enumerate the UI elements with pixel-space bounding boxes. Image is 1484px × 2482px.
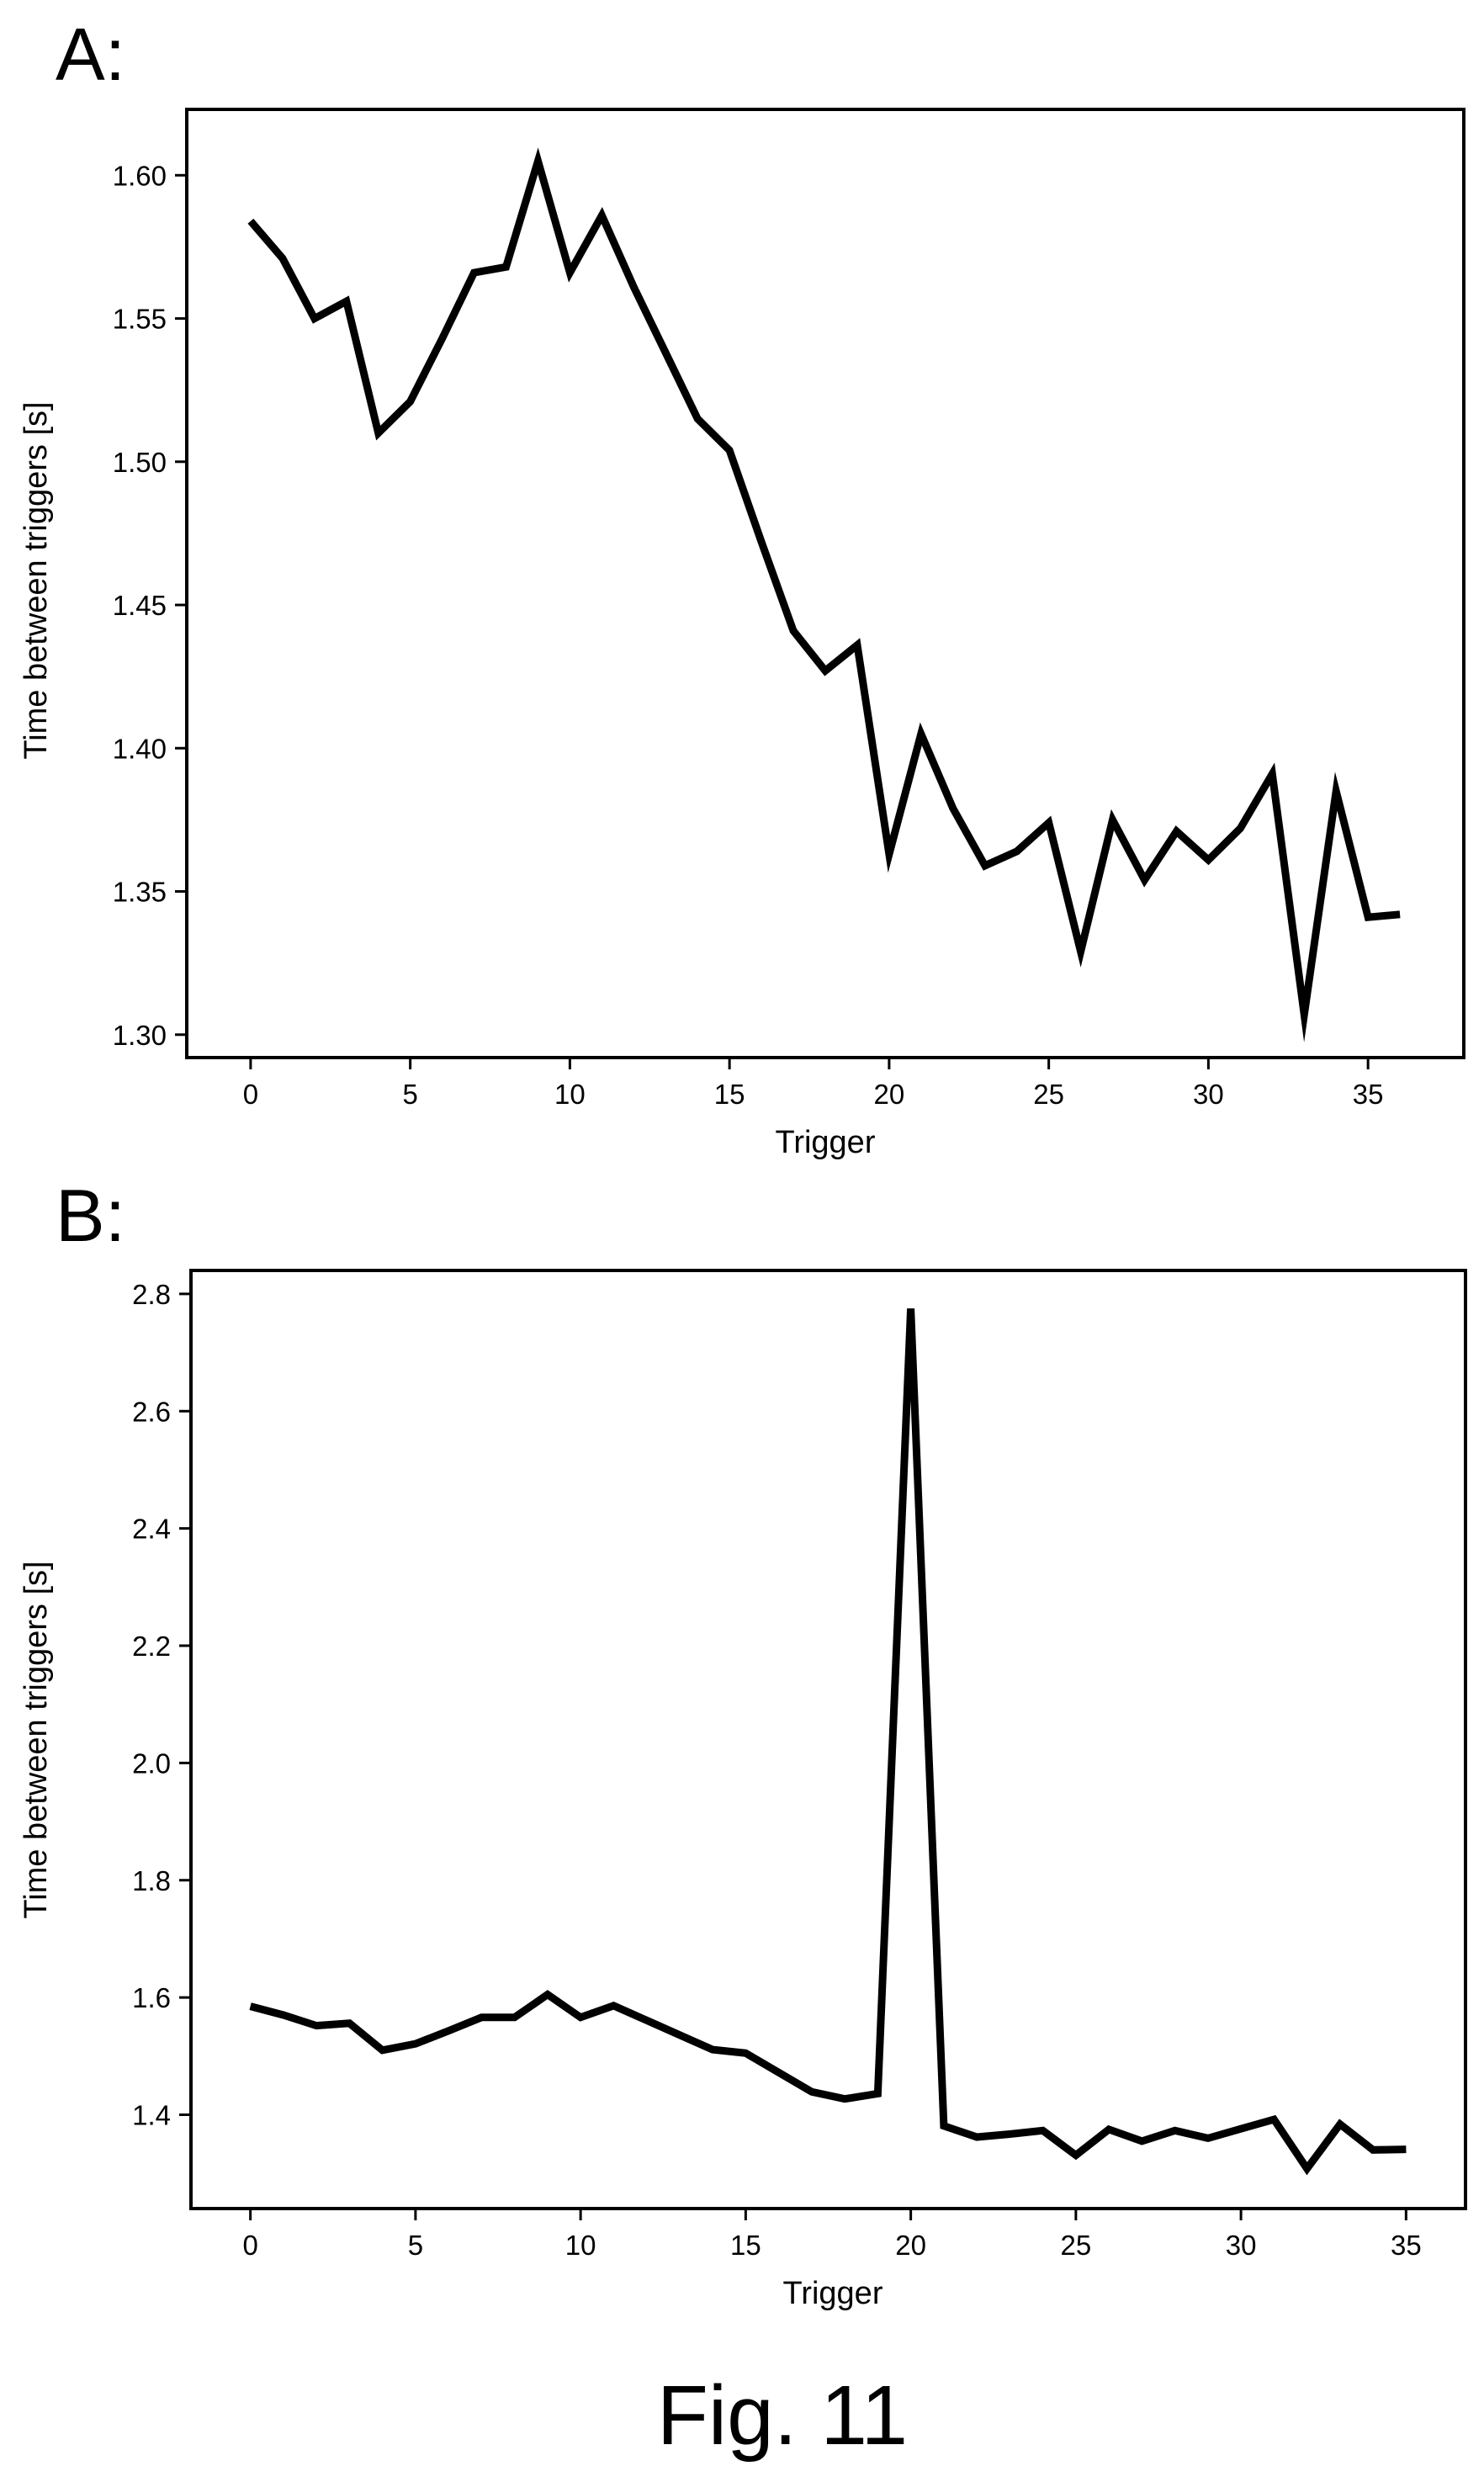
figure-caption: Fig. 11	[657, 2368, 908, 2463]
x-tick-label: 25	[1061, 2230, 1092, 2261]
x-tick-label: 10	[554, 1079, 586, 1110]
panel-a-x-ticks: 0 5 10 15 20 25 30 35	[243, 1058, 1384, 1110]
panel-a-x-axis-label: Trigger	[776, 1125, 876, 1160]
panel-a: A: 0 5 10 15 20 25 30 35 1.301.351.401.451.501.…	[19, 13, 1465, 1160]
panel-a-label: A:	[56, 13, 125, 96]
y-tick-label: 1.50	[113, 447, 167, 478]
y-tick-label: 1.35	[113, 877, 167, 908]
x-tick-label: 35	[1391, 2230, 1422, 2261]
y-tick-label: 1.40	[113, 733, 167, 764]
y-tick-label: 1.55	[113, 304, 167, 335]
y-tick-label: 1.6	[132, 1982, 171, 2013]
panel-a-y-axis-label: Time between triggers [s]	[19, 401, 54, 759]
x-tick-label: 0	[243, 1079, 258, 1110]
x-tick-label: 10	[565, 2230, 596, 2261]
y-tick-label: 1.30	[113, 1020, 167, 1051]
x-tick-label: 20	[895, 2230, 926, 2261]
y-tick-label: 1.45	[113, 590, 167, 621]
panel-b: B: 0 5 10 15 20 25 30 35 1.4 1.6 1.8 2.0 2.2 2.4 2.6 2…	[19, 1174, 1467, 2311]
panel-a-line	[247, 147, 1401, 1042]
x-tick-label: 20	[874, 1079, 905, 1110]
panel-b-line	[249, 1308, 1407, 2176]
y-tick-label: 1.60	[113, 160, 167, 191]
x-tick-label: 30	[1226, 2230, 1257, 2261]
x-tick-label: 35	[1353, 1079, 1384, 1110]
y-tick-label: 2.6	[132, 1396, 171, 1427]
panel-b-y-axis-label: Time between triggers [s]	[19, 1561, 54, 1918]
y-tick-label: 2.4	[132, 1514, 171, 1545]
x-tick-label: 5	[402, 1079, 417, 1110]
panel-a-y-ticks: 1.30 1.35 1.40 1.45 1.50 1.55 1.60	[113, 160, 187, 1051]
y-tick-label: 1.8	[132, 1865, 171, 1896]
panel-b-plot-frame	[189, 1269, 1467, 2210]
panel-b-label: B:	[56, 1174, 125, 1257]
panel-b-x-ticks: 0 5 10 15 20 25 30 35	[242, 2209, 1422, 2261]
x-tick-label: 0	[242, 2230, 257, 2261]
x-tick-label: 30	[1193, 1079, 1224, 1110]
x-tick-label: 5	[408, 2230, 423, 2261]
x-tick-label: 25	[1033, 1079, 1064, 1110]
y-tick-label: 2.8	[132, 1279, 171, 1310]
y-tick-label: 2.0	[132, 1747, 171, 1779]
panel-b-y-ticks: 1.4 1.6 1.8 2.0 2.2 2.4 2.6 2.8	[132, 1279, 191, 2131]
x-tick-label: 15	[714, 1079, 745, 1110]
y-tick-label: 2.2	[132, 1631, 171, 1662]
y-tick-label: 1.4	[132, 2100, 171, 2131]
panel-b-x-axis-label: Trigger	[783, 2276, 883, 2311]
x-tick-label: 15	[730, 2230, 761, 2261]
panel-a-plot-frame	[185, 108, 1465, 1059]
